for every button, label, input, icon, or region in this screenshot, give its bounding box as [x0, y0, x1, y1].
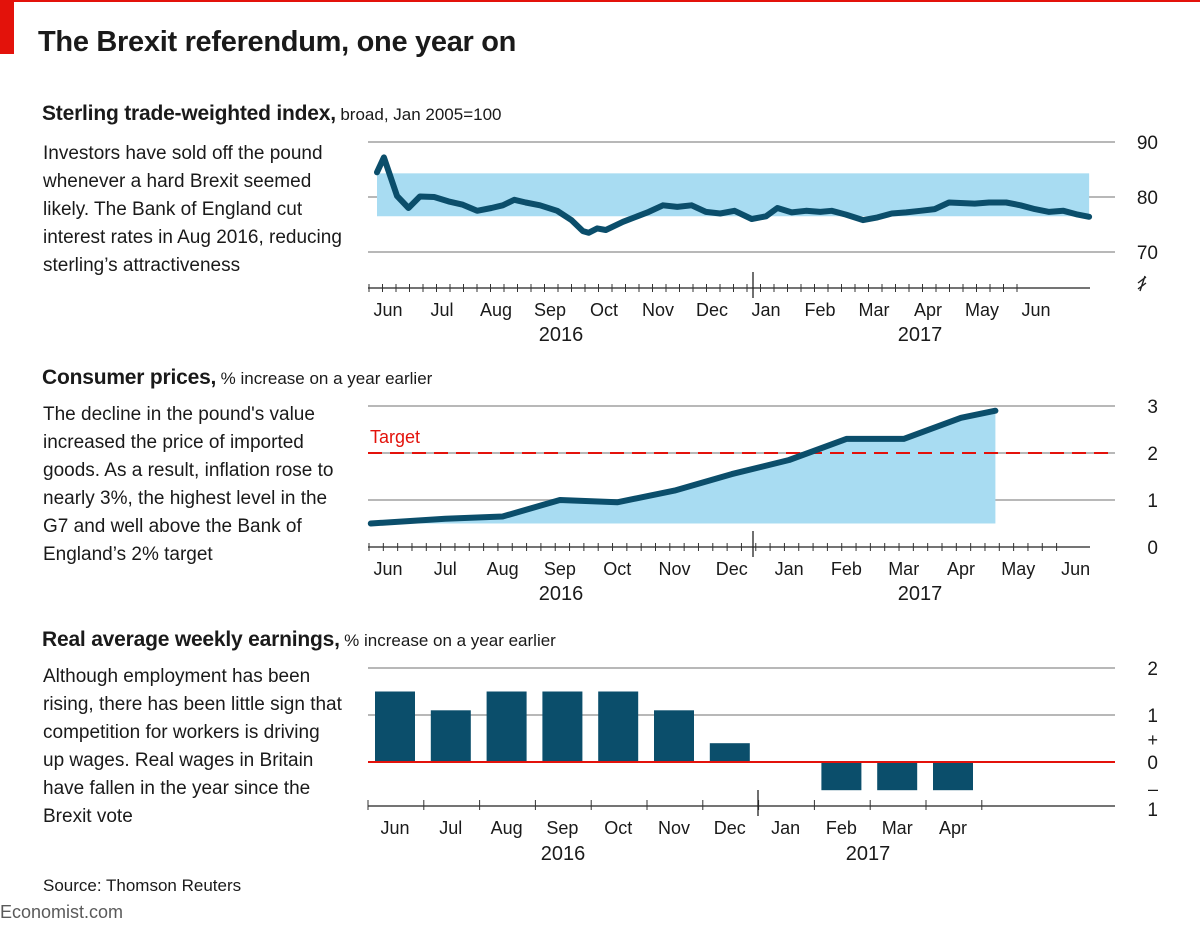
x-tick-label: Mar — [859, 300, 890, 320]
x-tick-label: Jun — [1061, 559, 1090, 579]
series-line — [374, 154, 1093, 236]
cpi-subtitle: % increase on a year earlier — [220, 369, 433, 388]
sterling-title: Sterling trade-weighted index, — [42, 102, 336, 125]
x-tick-label: Jun — [380, 818, 409, 838]
y-tick-label: 2 — [1147, 659, 1158, 680]
x-tick-label: Aug — [487, 559, 519, 579]
page-title: The Brexit referendum, one year on — [38, 26, 517, 58]
earnings-subtitle: % increase on a year earlier — [344, 631, 556, 650]
x-tick-label: Apr — [947, 559, 975, 579]
bar — [821, 762, 862, 791]
series-line — [367, 407, 999, 527]
positive-sign-label: + — [1147, 730, 1158, 750]
x-tick-label: Apr — [914, 300, 942, 320]
x-tick-label: Mar — [888, 559, 919, 579]
x-tick-label: Nov — [642, 300, 674, 320]
source-note: Source: Thomson Reuters — [43, 876, 242, 895]
x-tick-label: Feb — [826, 818, 857, 838]
x-tick-label: Sep — [534, 300, 566, 320]
y-tick-label: 1 — [1147, 491, 1158, 512]
year-label: 2016 — [539, 324, 584, 346]
bar — [375, 691, 415, 762]
brand-logo-text: Economist.com — [0, 902, 124, 922]
x-tick-label: Jul — [439, 818, 462, 838]
x-tick-label: Oct — [590, 300, 618, 320]
x-tick-label: Jul — [430, 300, 453, 320]
year-label: 2016 — [539, 583, 584, 605]
x-tick-label: Jan — [751, 300, 780, 320]
bar — [877, 762, 918, 791]
year-label: 2017 — [898, 583, 943, 605]
cpi-chart: 0 1 2 3 Target Jun Jul Aug Sep Oct Nov Dec Jan Feb Mar… — [367, 397, 1158, 605]
bar — [598, 691, 639, 762]
bar — [486, 691, 527, 762]
x-tick-label: May — [965, 300, 999, 320]
sterling-description: Investors have sold off the pound whenev… — [43, 143, 342, 276]
x-tick-label: Dec — [696, 300, 728, 320]
cpi-panel-title: Consumer prices, % increase on a year ea… — [42, 366, 432, 390]
axis-break-icon — [1137, 275, 1147, 292]
y-tick-label: 1 — [1147, 706, 1158, 727]
sterling-chart: 70 80 90 Jun Jul Aug Sep Oct Nov Dec Jan Feb Mar Apr M… — [368, 133, 1158, 346]
negative-sign-label: – — [1148, 779, 1158, 799]
x-tick-label: Dec — [714, 818, 746, 838]
x-tick-label: Nov — [658, 559, 690, 579]
x-tick-label: Apr — [939, 818, 967, 838]
bar — [430, 710, 471, 762]
x-tick-label: Oct — [603, 559, 631, 579]
target-label: Target — [370, 427, 420, 447]
y-tick-label: 2 — [1147, 444, 1158, 465]
bar — [654, 710, 694, 762]
bar — [709, 743, 750, 762]
y-tick-label: 0 — [1147, 538, 1158, 559]
x-tick-label: Aug — [491, 818, 523, 838]
cpi-title: Consumer prices, — [42, 366, 217, 389]
x-tick-label: Feb — [804, 300, 835, 320]
year-label: 2017 — [898, 324, 943, 346]
y-tick-label: 80 — [1137, 188, 1158, 209]
bar — [542, 691, 583, 762]
y-tick-label: 70 — [1137, 243, 1158, 264]
x-tick-label: Sep — [546, 818, 578, 838]
x-tick-label: Dec — [716, 559, 748, 579]
year-label: 2017 — [846, 843, 891, 865]
x-tick-label: Feb — [831, 559, 862, 579]
x-tick-label: Nov — [658, 818, 690, 838]
area-fill — [370, 410, 996, 524]
x-tick-label: Aug — [480, 300, 512, 320]
top-rule — [0, 0, 1200, 2]
x-tick-label: May — [1001, 559, 1035, 579]
x-tick-label: Jun — [373, 559, 402, 579]
x-tick-label: Jul — [434, 559, 457, 579]
sterling-subtitle: broad, Jan 2005=100 — [340, 105, 502, 124]
sterling-panel-title: Sterling trade-weighted index, broad, Ja… — [42, 102, 502, 126]
x-tick-label: Jan — [771, 818, 800, 838]
earnings-chart: 1 0 1 2 + – Jun Jul Aug Sep Oct Nov Dec Jan Feb Mar Apr 2… — [367, 659, 1158, 865]
x-tick-label: Jan — [775, 559, 804, 579]
brand-red-tab — [0, 0, 14, 54]
y-tick-label: 1 — [1147, 800, 1158, 821]
x-tick-label: Jun — [373, 300, 402, 320]
earnings-description: Although employment has been rising, the… — [43, 666, 342, 827]
year-label: 2016 — [541, 843, 586, 865]
x-tick-label: Sep — [544, 559, 576, 579]
earnings-title: Real average weekly earnings, — [42, 628, 340, 651]
earnings-panel-title: Real average weekly earnings, % increase… — [42, 628, 556, 652]
x-tick-label: Jun — [1021, 300, 1050, 320]
y-tick-label: 3 — [1147, 397, 1158, 418]
bar — [933, 762, 973, 791]
x-tick-label: Oct — [604, 818, 632, 838]
y-tick-label: 90 — [1137, 133, 1158, 154]
x-tick-label: Mar — [882, 818, 913, 838]
cpi-description: The decline in the pound's value increas… — [43, 404, 334, 565]
y-tick-label: 0 — [1147, 753, 1158, 774]
